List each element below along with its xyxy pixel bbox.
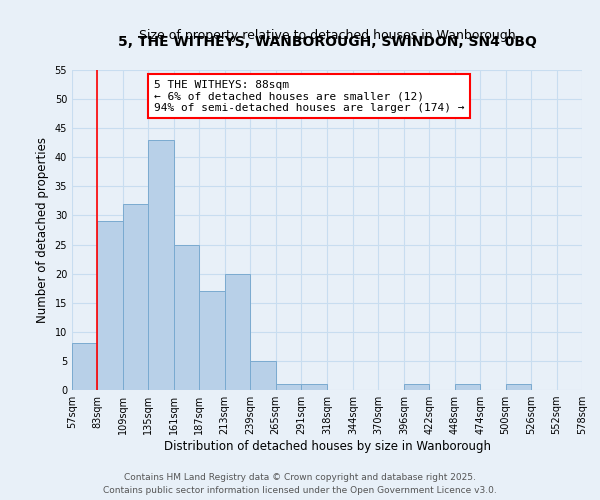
- Text: 5, THE WITHEYS, WANBOROUGH, SWINDON, SN4 0BQ: 5, THE WITHEYS, WANBOROUGH, SWINDON, SN4…: [118, 35, 536, 49]
- Bar: [148, 140, 174, 390]
- Bar: [250, 361, 275, 390]
- Bar: [275, 384, 301, 390]
- Bar: [301, 384, 326, 390]
- Text: Contains HM Land Registry data © Crown copyright and database right 2025.
Contai: Contains HM Land Registry data © Crown c…: [103, 474, 497, 495]
- Bar: [225, 274, 250, 390]
- X-axis label: Distribution of detached houses by size in Wanborough: Distribution of detached houses by size …: [163, 440, 491, 453]
- Y-axis label: Number of detached properties: Number of detached properties: [36, 137, 49, 323]
- Bar: [455, 384, 480, 390]
- Bar: [506, 384, 531, 390]
- Bar: [174, 244, 199, 390]
- Bar: [72, 344, 97, 390]
- Bar: [404, 384, 429, 390]
- Bar: [97, 222, 123, 390]
- Title: Size of property relative to detached houses in Wanborough: Size of property relative to detached ho…: [139, 30, 515, 43]
- Text: 5 THE WITHEYS: 88sqm
← 6% of detached houses are smaller (12)
94% of semi-detach: 5 THE WITHEYS: 88sqm ← 6% of detached ho…: [154, 80, 464, 113]
- Bar: [199, 291, 225, 390]
- Bar: [123, 204, 148, 390]
